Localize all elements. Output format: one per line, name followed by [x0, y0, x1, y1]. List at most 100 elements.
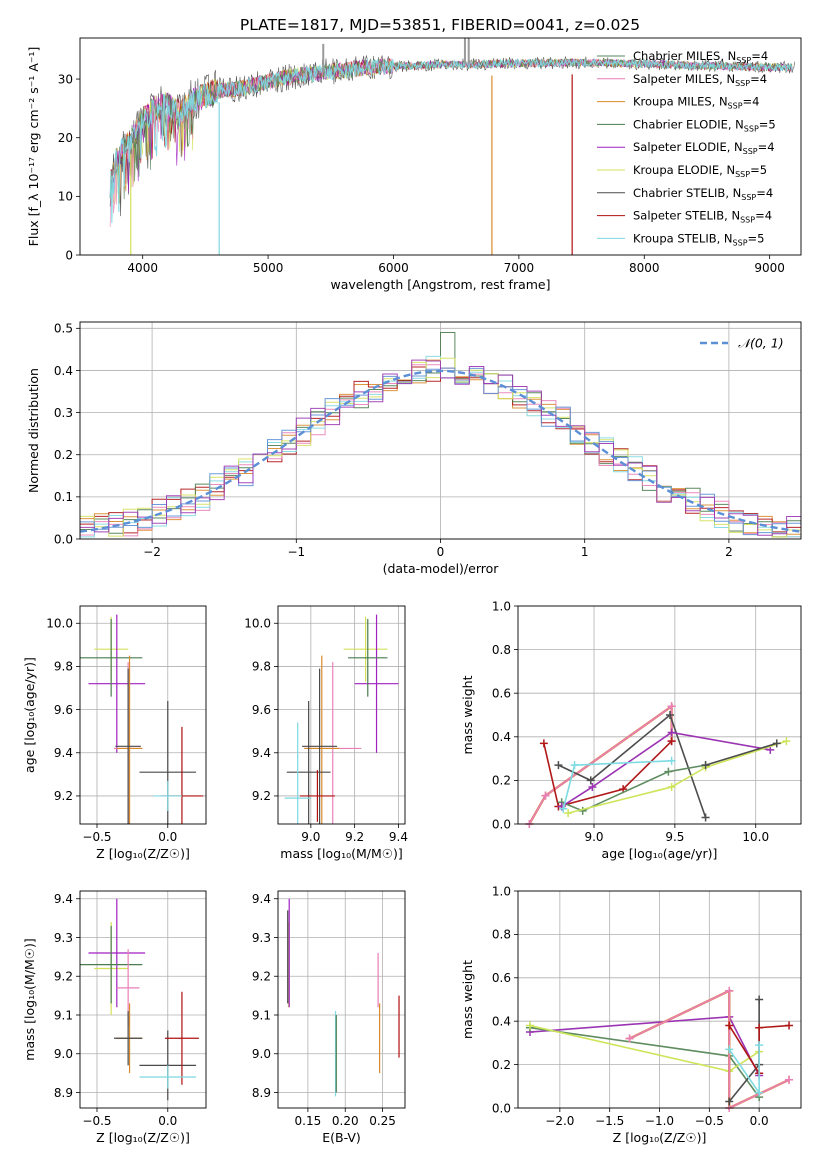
- weight-marker: [625, 1034, 634, 1043]
- errorbar-chabrier-elodie: [348, 618, 388, 697]
- y-tick-label: 0.3: [54, 406, 73, 420]
- x-tick-label: 9000: [754, 261, 785, 275]
- errorbar-kroupa-elodie: [343, 616, 388, 682]
- weight-marker: [755, 995, 764, 1004]
- x-axis-label: mass [log₁₀(M/M☉)]: [280, 846, 402, 861]
- errorbar-chabrier-stelib: [115, 668, 141, 824]
- weight-marker: [725, 1045, 734, 1054]
- y-axis-label: age [log₁₀(age/yr)]: [22, 657, 37, 773]
- errorbar-kroupa-stelib: [284, 722, 311, 824]
- weight-lines: [525, 702, 791, 828]
- spectrum-line-kroupa-stelib: [109, 57, 793, 224]
- mass-weight-vs-age-panel: 9.0 9.5 10.0 0.0 0.2 0.4 0.6 0.8 1.0 age [log₁₀(a…: [460, 599, 802, 861]
- y-tick-label: 9.4: [252, 746, 271, 760]
- errorbar-salpeter-elodie: [88, 898, 146, 1008]
- histogram-series-7: [80, 359, 801, 538]
- y-tick-label: 9.4: [54, 746, 73, 760]
- y-tick-label: 0.0: [492, 817, 511, 831]
- legend-label: Salpeter STELIB, NSSP=4: [633, 209, 772, 225]
- age-vs-metallicity-panel: −0.5 0.0 9.2 9.4 9.6 9.8 10.0 Z [log₁₀(Z/Z☉)] ag…: [22, 605, 207, 861]
- weight-series-0: [525, 702, 676, 828]
- y-tick-label: 20: [58, 131, 73, 145]
- weight-series-7: [725, 1041, 764, 1097]
- legend-label: 𝒩(0, 1): [738, 336, 784, 351]
- weight-line: [567, 740, 787, 814]
- histogram-legend: 𝒩(0, 1): [700, 336, 784, 351]
- legend-label: Salpeter MILES, NSSP=4: [633, 72, 767, 88]
- weight-marker: [525, 1021, 534, 1030]
- legend-label: Chabrier MILES, NSSP=4: [633, 49, 768, 65]
- y-tick-label: 9.2: [252, 789, 271, 803]
- weight-line: [561, 731, 771, 808]
- y-tick-label: 0.6: [492, 971, 511, 985]
- weight-lines: [525, 986, 794, 1112]
- x-tick-label: 0.0: [158, 1114, 177, 1128]
- weight-series-1: [525, 1023, 764, 1102]
- legend-label: Kroupa STELIB, NSSP=5: [633, 231, 764, 247]
- y-tick-label: 30: [58, 72, 73, 86]
- weight-marker: [755, 1088, 764, 1097]
- errorbar-chabrier-stelib: [302, 668, 338, 824]
- y-tick-label: 9.8: [54, 660, 73, 674]
- y-tick-label: 1.0: [492, 884, 511, 898]
- weight-marker: [559, 804, 568, 813]
- y-tick-label: 10: [58, 190, 73, 204]
- errorbar-chabrier-stelib: [139, 700, 197, 824]
- legend-label: Kroupa MILES, NSSP=4: [633, 95, 759, 111]
- x-tick-label: 9.4: [389, 830, 408, 844]
- y-tick-label: 0.2: [492, 774, 511, 788]
- errorbars: [80, 614, 204, 824]
- spectrum-panel: 4000 5000 6000 7000 8000 9000 0 10 20 30 wavelengt…: [26, 37, 802, 292]
- x-tick-label: 2: [725, 545, 733, 559]
- errorbars: [284, 614, 399, 824]
- y-tick-label: 0.1: [54, 490, 73, 504]
- errorbars: [287, 898, 400, 1097]
- y-axis-label: Flux [f_λ 10⁻¹⁷ erg cm⁻² s⁻¹ A⁻¹]: [26, 47, 41, 247]
- y-tick-label: 0.6: [492, 687, 511, 701]
- x-tick-label: 9.5: [665, 830, 684, 844]
- x-axis-label: Z [log₁₀(Z/Z☉)]: [613, 1130, 707, 1145]
- mass-vs-metallicity-panel: −0.5 0.0 8.9 9.0 9.1 9.2 9.3 9.4 Z [log₁₀(Z/Z☉)]…: [22, 890, 207, 1145]
- weight-marker: [564, 809, 573, 818]
- weight-marker: [664, 767, 673, 776]
- errorbar-salpeter-elodie: [88, 614, 146, 753]
- y-tick-label: 8.9: [252, 1086, 271, 1100]
- figure-title: PLATE=1817, MJD=53851, FIBERID=0041, z=0…: [240, 16, 640, 34]
- x-tick-label: 10.0: [742, 830, 769, 844]
- x-tick-label: 9.0: [584, 830, 603, 844]
- axes-frame: [277, 605, 406, 825]
- x-axis-label: age [log₁₀(age/yr)]: [602, 846, 718, 861]
- x-axis-label: (data-model)/error: [383, 561, 500, 576]
- y-tick-label: 8.9: [54, 1086, 73, 1100]
- weight-series-6: [559, 756, 676, 813]
- weight-marker: [725, 986, 734, 995]
- y-tick-label: 0.0: [492, 1101, 511, 1115]
- errorbar-kroupa-stelib: [153, 780, 182, 812]
- x-tick-label: 9.2: [345, 830, 364, 844]
- y-tick-label: 9.2: [54, 789, 73, 803]
- weight-marker: [588, 782, 597, 791]
- legend-label: Salpeter ELODIE, NSSP=4: [633, 140, 775, 156]
- y-tick-label: 9.6: [54, 703, 73, 717]
- errorbar-kroupa-miles: [116, 655, 143, 824]
- legend-label: Kroupa ELODIE, NSSP=5: [633, 163, 767, 179]
- weight-marker: [667, 756, 676, 765]
- x-tick-label: 0.0: [158, 830, 177, 844]
- x-tick-label: 0: [437, 545, 445, 559]
- x-tick-label: −0.5: [82, 830, 111, 844]
- x-tick-label: 0.0: [750, 1114, 769, 1128]
- y-tick-label: 0.0: [54, 532, 73, 546]
- x-tick-label: 7000: [504, 261, 535, 275]
- weight-series-1: [525, 702, 676, 828]
- y-axis-label: mass weight: [460, 960, 475, 1039]
- y-tick-label: 0.5: [54, 322, 73, 336]
- errorbar-salpeter-stelib: [164, 991, 199, 1085]
- axes-frame: [79, 890, 207, 1109]
- x-tick-label: 0.20: [332, 1114, 359, 1128]
- x-tick-label: −1.5: [595, 1114, 624, 1128]
- weight-marker: [667, 728, 676, 737]
- y-axis-label: mass weight: [460, 675, 475, 754]
- weight-marker: [586, 776, 595, 785]
- y-tick-label: 9.0: [252, 1047, 271, 1061]
- y-tick-label: 9.2: [54, 970, 73, 984]
